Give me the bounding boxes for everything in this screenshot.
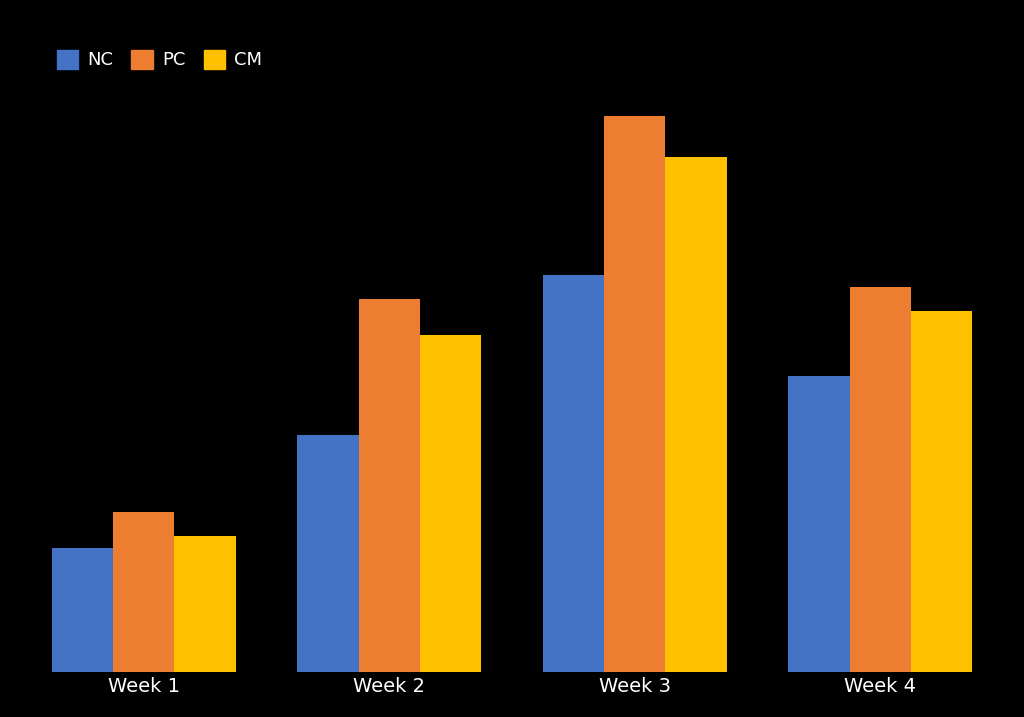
Bar [51, 548, 113, 673]
Bar [113, 513, 174, 673]
Bar [358, 299, 420, 673]
Bar [297, 435, 358, 673]
Bar [420, 335, 481, 673]
Bar [543, 275, 604, 673]
Bar [850, 288, 911, 673]
Bar [911, 311, 973, 673]
Bar [174, 536, 236, 673]
Bar [788, 376, 850, 673]
Bar [666, 157, 727, 673]
Legend: NC, PC, CM: NC, PC, CM [49, 43, 269, 77]
Bar [604, 115, 666, 673]
